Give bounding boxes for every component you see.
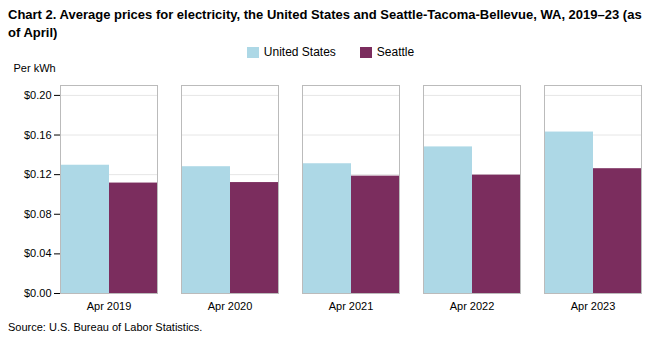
- svg-text:$0.00: $0.00: [24, 287, 52, 299]
- svg-text:$0.20: $0.20: [24, 89, 52, 101]
- svg-text:$0.16: $0.16: [24, 129, 52, 141]
- html-text:United States: United States: [263, 45, 336, 60]
- svg-text:Apr 2020: Apr 2020: [208, 300, 253, 312]
- html-text:Seattle: Seattle: [376, 45, 415, 60]
- html-text:Source: U.S. Bureau of Labor S: Source: U.S. Bureau of Labor Statistics.: [8, 321, 203, 334]
- svg-text:Apr 2023: Apr 2023: [571, 300, 616, 312]
- html-text:Chart 2. Average prices for el: Chart 2. Average prices for electricity,…: [8, 7, 642, 40]
- svg-text:$0.12: $0.12: [24, 168, 52, 180]
- svg-text:$0.08: $0.08: [24, 208, 52, 220]
- svg-text:Apr 2019: Apr 2019: [87, 300, 132, 312]
- svg-text:Apr 2022: Apr 2022: [450, 300, 495, 312]
- svg-text:Per kWh: Per kWh: [14, 62, 56, 74]
- svg-text:$0.04: $0.04: [24, 247, 52, 259]
- svg-text:Apr 2021: Apr 2021: [329, 300, 374, 312]
